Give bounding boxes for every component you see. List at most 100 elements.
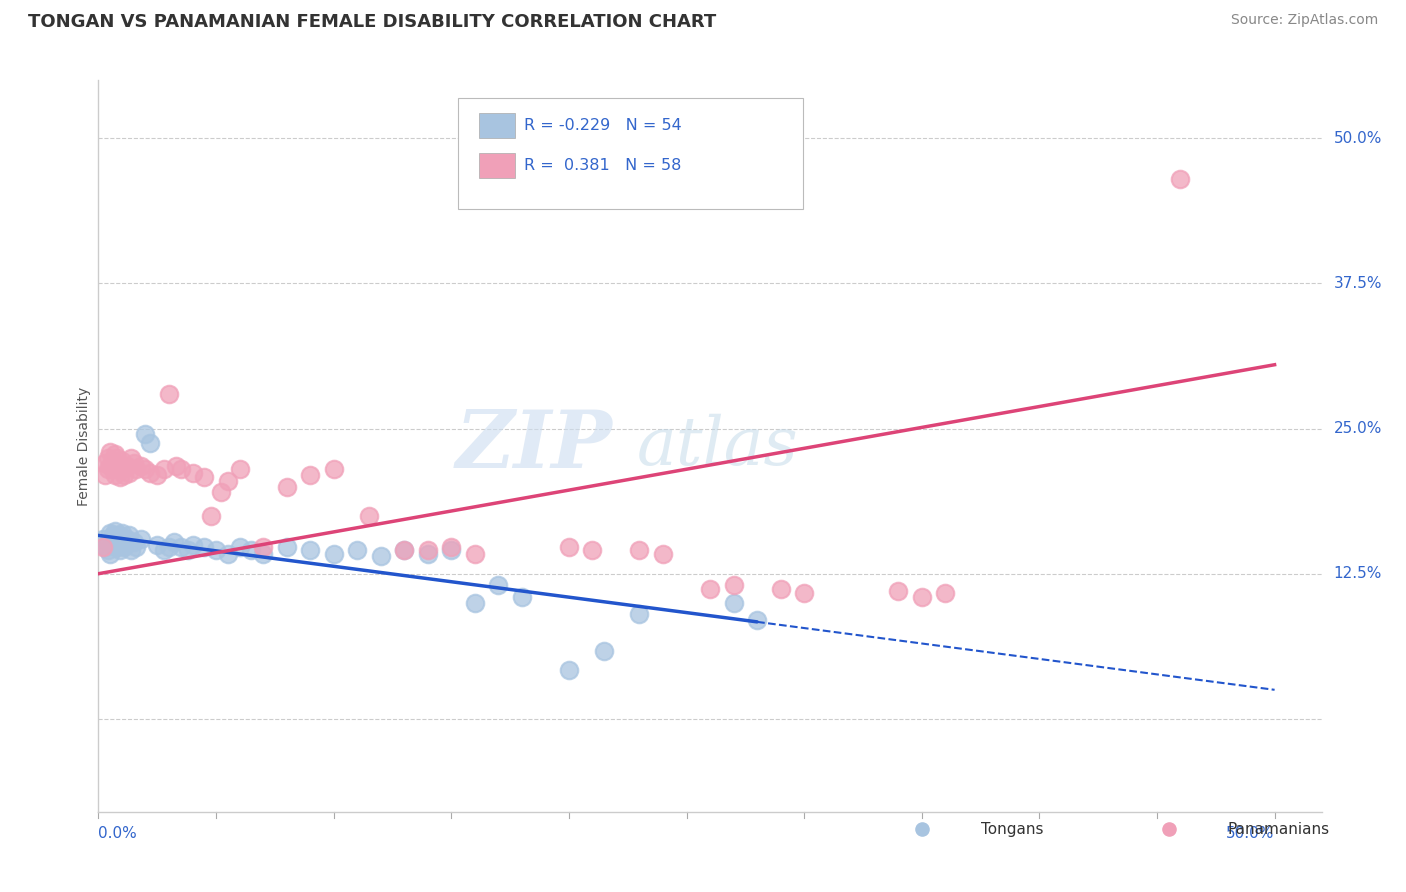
Point [97, 462, 120, 476]
Point [98, 526, 121, 541]
Text: TONGAN VS PANAMANIAN FEMALE DISABILITY CORRELATION CHART: TONGAN VS PANAMANIAN FEMALE DISABILITY C… [28, 13, 717, 31]
Point [510, 590, 533, 604]
Text: 25.0%: 25.0% [1333, 421, 1382, 436]
Point [699, 582, 721, 596]
Point [628, 607, 651, 622]
Point [91, 532, 114, 546]
Point [322, 547, 344, 561]
Point [104, 468, 127, 483]
Y-axis label: Female Disability: Female Disability [77, 386, 91, 506]
Point [228, 462, 250, 476]
Point [217, 474, 239, 488]
Point [101, 528, 124, 542]
Point [911, 590, 934, 604]
Point [209, 485, 232, 500]
Point [118, 466, 141, 480]
Point [558, 663, 581, 677]
Point [104, 524, 127, 538]
Point [181, 466, 204, 480]
Text: 37.5%: 37.5% [1333, 276, 1382, 291]
Point [370, 549, 392, 564]
Point [416, 543, 439, 558]
Text: 12.5%: 12.5% [1333, 566, 1382, 582]
Point [276, 480, 298, 494]
Point [125, 462, 148, 476]
Point [769, 582, 792, 596]
Point [101, 454, 124, 468]
Point [139, 466, 162, 480]
Point [200, 508, 222, 523]
Point [112, 540, 135, 554]
Point [723, 596, 745, 610]
Text: R =  0.381   N = 58: R = 0.381 N = 58 [524, 158, 682, 173]
Point [94, 540, 117, 554]
Text: ZIP: ZIP [456, 408, 612, 484]
Point [98, 445, 121, 459]
Text: Source: ZipAtlas.com: Source: ZipAtlas.com [1230, 13, 1378, 28]
Point [108, 543, 131, 558]
Text: 0.0%: 0.0% [98, 826, 138, 840]
Point [252, 547, 274, 561]
Point [177, 543, 200, 558]
Point [129, 458, 152, 473]
Point [193, 540, 215, 554]
Point [105, 540, 128, 554]
Point [357, 508, 380, 523]
Point [101, 462, 124, 476]
Point [153, 543, 176, 558]
Point [111, 526, 134, 541]
Point [101, 538, 124, 552]
Point [464, 596, 486, 610]
Point [97, 543, 120, 558]
Point [416, 547, 439, 561]
Point [745, 613, 768, 627]
Point [115, 532, 138, 546]
Point [134, 427, 156, 442]
Point [120, 450, 142, 465]
Point [105, 458, 128, 473]
Point [104, 532, 127, 546]
Point [94, 468, 117, 483]
Point [1157, 822, 1180, 837]
Point [122, 457, 145, 471]
Point [104, 447, 127, 461]
Point [1170, 172, 1192, 186]
Point [125, 540, 148, 554]
Point [129, 532, 152, 546]
Point [228, 540, 250, 554]
Point [170, 462, 193, 476]
Text: Tongans: Tongans [980, 822, 1043, 837]
Point [108, 470, 131, 484]
Point [139, 435, 162, 450]
Point [112, 468, 135, 483]
Point [181, 538, 204, 552]
Text: 50.0%: 50.0% [1333, 131, 1382, 145]
Point [558, 540, 581, 554]
Point [97, 535, 120, 549]
Point [464, 547, 486, 561]
Point [108, 528, 131, 542]
Text: 50.0%: 50.0% [1226, 826, 1275, 840]
Point [94, 457, 117, 471]
Point [153, 462, 176, 476]
Point [628, 543, 651, 558]
Text: atlas: atlas [637, 413, 799, 479]
Point [108, 462, 131, 476]
Point [652, 547, 675, 561]
Point [120, 543, 142, 558]
Point [392, 543, 416, 558]
Point [581, 543, 603, 558]
Text: Panamanians: Panamanians [1227, 822, 1330, 837]
Point [97, 450, 120, 465]
Point [111, 462, 134, 476]
Point [157, 540, 180, 554]
Point [240, 543, 263, 558]
Point [593, 644, 616, 658]
Point [111, 535, 134, 549]
Point [299, 543, 322, 558]
Point [934, 586, 956, 600]
Text: R = -0.229   N = 54: R = -0.229 N = 54 [524, 118, 682, 133]
Point [299, 468, 322, 483]
Point [205, 543, 228, 558]
Point [122, 535, 145, 549]
